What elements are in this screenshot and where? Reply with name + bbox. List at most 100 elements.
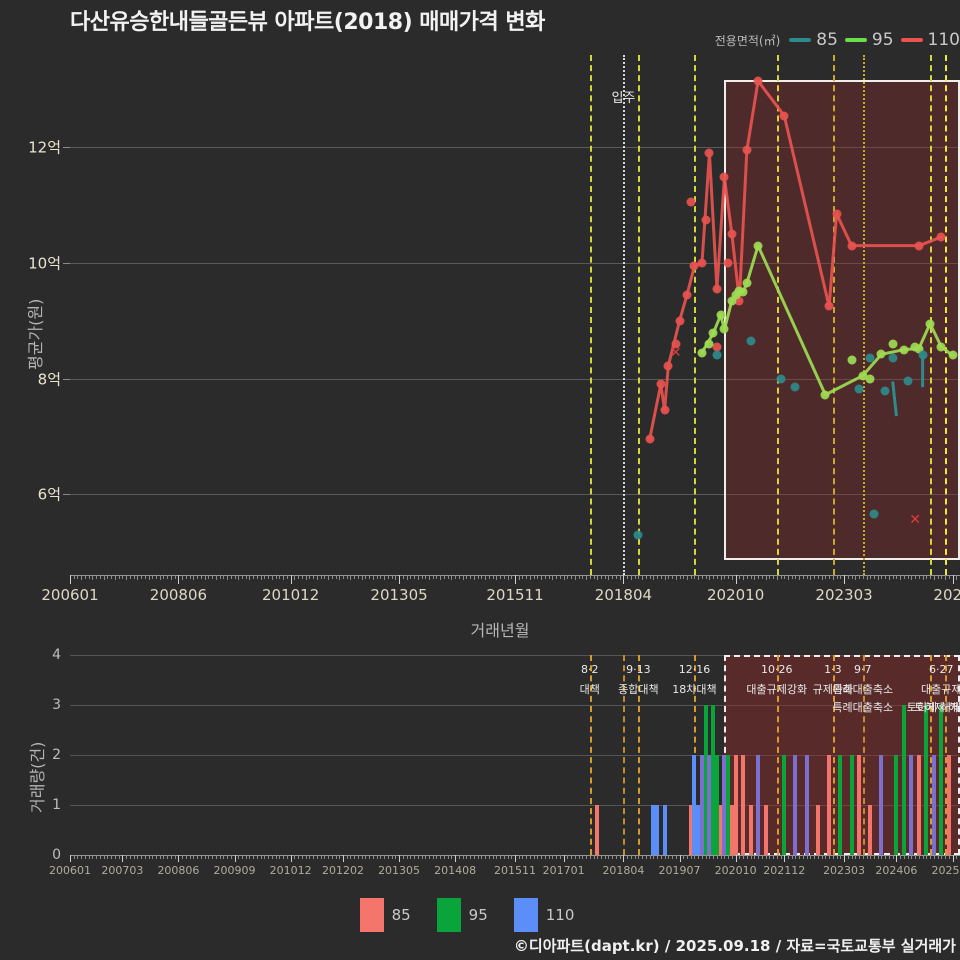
price-point-95[interactable] xyxy=(704,339,714,349)
price-point-110[interactable] xyxy=(697,258,707,268)
price-point-110[interactable] xyxy=(734,296,744,306)
price-point-110[interactable] xyxy=(727,229,737,239)
volume-bar[interactable] xyxy=(696,805,701,855)
volume-bar[interactable] xyxy=(901,705,906,855)
price-point-110[interactable] xyxy=(686,197,696,207)
price-point-95[interactable] xyxy=(738,287,748,297)
volume-bar[interactable] xyxy=(703,705,708,855)
legend-item-85[interactable]: 85 xyxy=(789,30,838,50)
price-point-110[interactable] xyxy=(914,241,924,251)
price-point-95[interactable] xyxy=(719,324,729,334)
volume-bar[interactable] xyxy=(714,755,719,855)
volume-bar[interactable] xyxy=(662,805,667,855)
volume-bar[interactable] xyxy=(815,805,820,855)
price-point-110[interactable] xyxy=(675,316,685,326)
price-point-95[interactable] xyxy=(716,310,726,320)
price-point-110[interactable] xyxy=(723,258,733,268)
volume-legend-item-85[interactable]: 85 xyxy=(359,898,411,932)
volume-bar[interactable] xyxy=(924,705,929,855)
volume-bar[interactable] xyxy=(782,755,787,855)
legend-item-95[interactable]: 95 xyxy=(844,30,894,50)
price-point-95[interactable] xyxy=(876,349,886,359)
volume-bar[interactable] xyxy=(916,755,921,855)
price-point-95[interactable] xyxy=(847,355,857,365)
price-point-110[interactable] xyxy=(645,434,655,444)
volume-bar[interactable] xyxy=(718,805,723,855)
volume-bar[interactable] xyxy=(909,755,914,855)
volume-bar[interactable] xyxy=(894,755,899,855)
price-point-110[interactable] xyxy=(936,232,946,242)
volume-bar[interactable] xyxy=(748,805,753,855)
price-point-110[interactable] xyxy=(824,301,834,311)
price-point-110[interactable] xyxy=(712,342,722,352)
price-point-95[interactable] xyxy=(727,296,737,306)
price-point-85[interactable] xyxy=(880,386,890,396)
price-point-95[interactable] xyxy=(858,371,868,381)
price-point-110[interactable] xyxy=(682,290,692,300)
price-point-110[interactable] xyxy=(712,284,722,294)
price-point-85[interactable] xyxy=(888,353,898,363)
volume-bar[interactable] xyxy=(688,805,693,855)
volume-bar[interactable] xyxy=(711,705,716,855)
volume-bar[interactable] xyxy=(722,755,727,855)
volume-bar[interactable] xyxy=(733,755,738,855)
price-point-110[interactable] xyxy=(753,76,763,86)
price-point-85[interactable] xyxy=(776,374,785,384)
volume-bar[interactable] xyxy=(729,805,734,855)
volume-bar[interactable] xyxy=(726,755,731,855)
price-point-110[interactable] xyxy=(779,111,789,121)
price-point-85[interactable] xyxy=(790,382,800,392)
volume-bar[interactable] xyxy=(931,755,936,855)
price-point-95[interactable] xyxy=(899,345,909,355)
volume-bar[interactable] xyxy=(707,755,712,855)
price-point-110[interactable] xyxy=(701,215,711,225)
price-point-95[interactable] xyxy=(753,241,763,251)
price-point-85[interactable] xyxy=(854,384,864,394)
price-point-110[interactable] xyxy=(704,148,714,158)
price-point-95[interactable] xyxy=(697,348,707,358)
volume-bar[interactable] xyxy=(868,805,873,855)
price-point-95[interactable] xyxy=(936,342,946,352)
volume-bar[interactable] xyxy=(651,805,656,855)
price-point-110[interactable] xyxy=(663,361,673,371)
volume-bar[interactable] xyxy=(939,705,944,855)
volume-bar[interactable] xyxy=(741,755,746,855)
price-point-110[interactable] xyxy=(742,145,752,155)
volume-bar[interactable] xyxy=(655,805,660,855)
price-point-85[interactable] xyxy=(869,509,879,519)
volume-bar[interactable] xyxy=(804,755,809,855)
price-point-95[interactable] xyxy=(888,339,898,349)
volume-bar[interactable] xyxy=(879,755,884,855)
price-point-110[interactable] xyxy=(660,405,670,415)
volume-bar[interactable] xyxy=(827,755,832,855)
volume-bar[interactable] xyxy=(595,805,600,855)
volume-bar[interactable] xyxy=(692,755,697,855)
price-point-85[interactable] xyxy=(918,350,928,360)
volume-bar[interactable] xyxy=(946,755,951,855)
price-point-110[interactable] xyxy=(847,241,857,251)
price-point-85[interactable] xyxy=(903,376,913,386)
price-point-95[interactable] xyxy=(865,374,875,384)
price-point-110[interactable] xyxy=(689,261,699,271)
price-point-110[interactable] xyxy=(656,379,666,389)
price-point-95[interactable] xyxy=(708,328,718,338)
volume-legend-item-95[interactable]: 95 xyxy=(436,898,488,932)
price-point-85[interactable] xyxy=(633,530,643,540)
price-point-110[interactable] xyxy=(832,209,842,219)
price-point-95[interactable] xyxy=(742,278,752,288)
volume-bar[interactable] xyxy=(756,755,761,855)
price-point-85[interactable] xyxy=(746,336,756,346)
price-point-95[interactable] xyxy=(820,390,830,400)
volume-bar[interactable] xyxy=(793,755,798,855)
price-point-85[interactable] xyxy=(865,353,875,363)
price-point-95[interactable] xyxy=(731,290,741,300)
price-point-95[interactable] xyxy=(948,350,958,360)
volume-legend-item-110[interactable]: 110 xyxy=(513,898,574,932)
price-point-95[interactable] xyxy=(910,342,920,352)
price-point-110[interactable] xyxy=(719,172,729,182)
volume-bar[interactable] xyxy=(699,755,704,855)
volume-bar[interactable] xyxy=(838,755,843,855)
price-point-110[interactable] xyxy=(671,339,681,349)
price-point-95[interactable] xyxy=(925,319,935,329)
volume-bar[interactable] xyxy=(763,805,768,855)
